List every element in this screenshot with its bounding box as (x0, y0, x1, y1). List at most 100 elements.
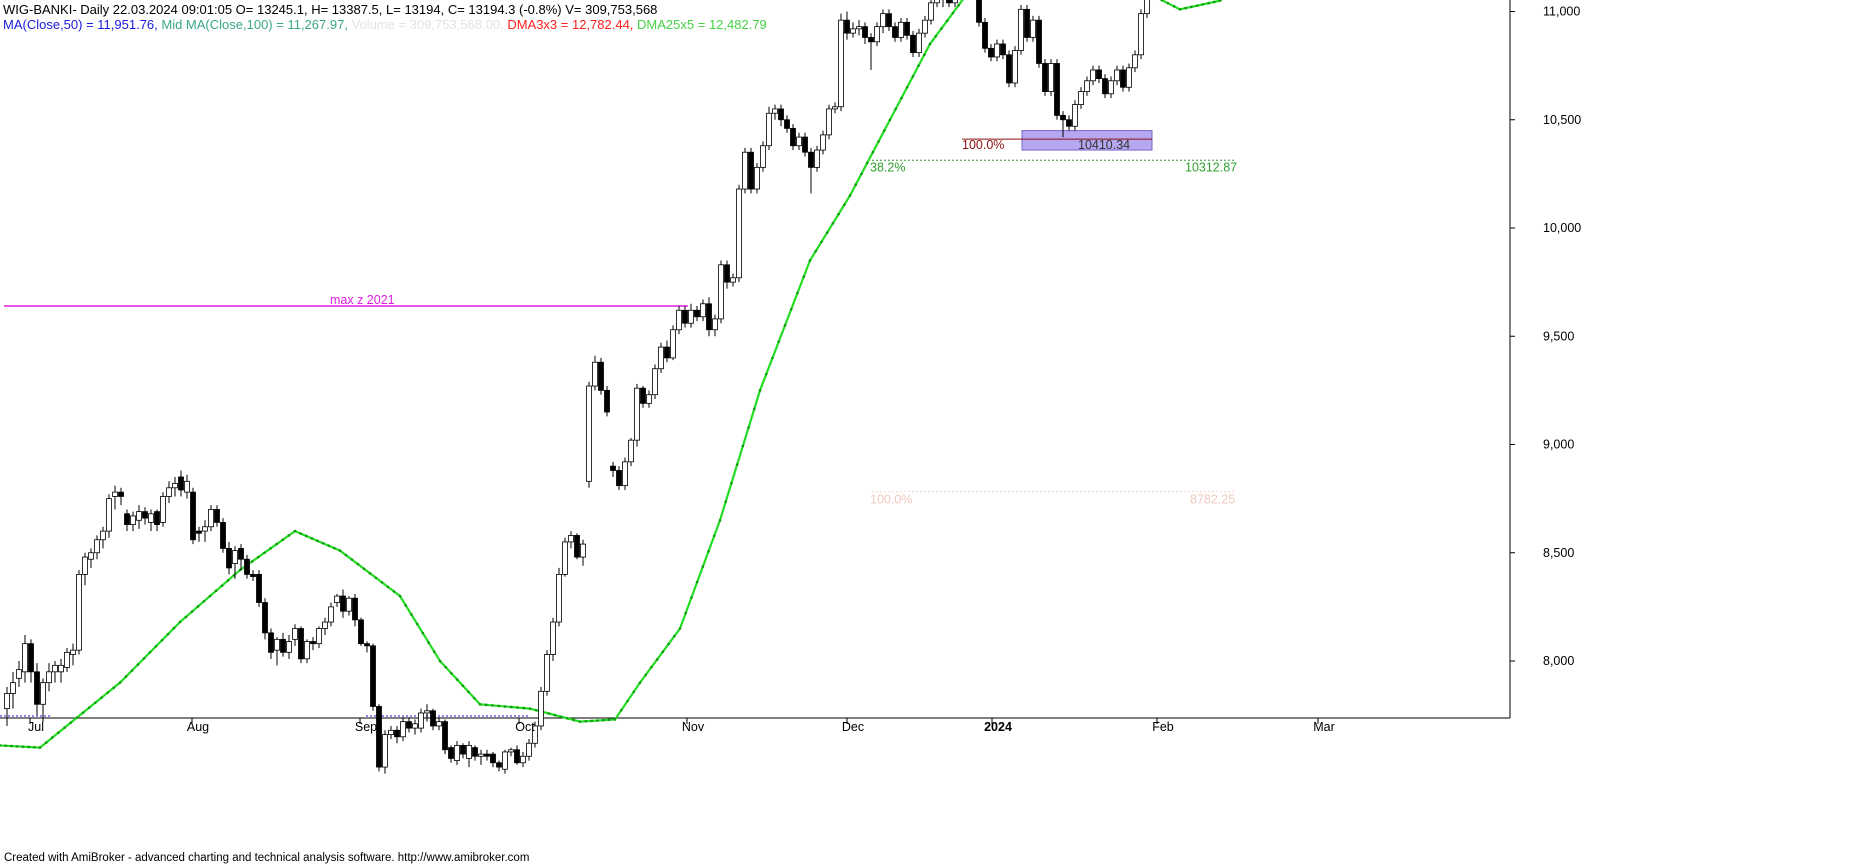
candle-down (154, 511, 160, 526)
x-tick-label: Mar (1313, 720, 1335, 734)
candle-down (226, 548, 232, 569)
dma-dot (602, 718, 605, 722)
legend-dma25x5: DMA25x5 = 12,482.79 (637, 17, 767, 32)
candle-up (538, 690, 544, 727)
candle-down (256, 574, 262, 603)
dma-dot (638, 681, 642, 684)
legend-volume: Volume = 309,753,568.00, (351, 17, 508, 32)
dma-dot (100, 696, 103, 699)
indicator-legend: MA(Close,50) = 11,951.76, Mid MA(Close,1… (3, 17, 767, 32)
dma-dot (4, 744, 8, 748)
dma-dot (344, 553, 348, 557)
dma25x5-polyline (0, 0, 1223, 749)
dma-dot (220, 584, 224, 587)
dma-dot (15, 745, 19, 748)
y-tick-label: 10,000 (1543, 221, 1581, 235)
dma-dot (87, 706, 91, 709)
dma-dot (484, 703, 488, 707)
candlesticks (4, 0, 1150, 774)
dma-dot (287, 534, 291, 537)
candle-up (676, 309, 682, 331)
dma-dot (752, 407, 756, 411)
dma-dot (196, 605, 200, 608)
candle-up (628, 439, 634, 463)
dma-dot (667, 642, 670, 646)
candle-down (1042, 63, 1048, 93)
candle-down (574, 535, 580, 558)
candle-up (160, 496, 166, 523)
candle-up (526, 742, 532, 757)
dma-dot (250, 560, 254, 563)
candle-up (1138, 13, 1144, 56)
fib-label: 10312.87 (1185, 160, 1237, 174)
candle-down (1006, 54, 1012, 84)
amibroker-credit: Created with AmiBroker - advanced charti… (4, 852, 530, 864)
dma-dot (491, 704, 494, 707)
candle-down (448, 747, 454, 759)
candle-up (736, 188, 742, 279)
candle-up (388, 729, 394, 736)
candle-down (262, 602, 268, 634)
dma-dot (130, 669, 134, 672)
x-tick-label: Sep (355, 720, 377, 734)
candle-down (694, 309, 700, 318)
dma-dot (900, 96, 903, 100)
candle-down (406, 721, 412, 729)
candle-down (244, 558, 250, 575)
dma-dot (44, 741, 48, 744)
x-tick-label: 2024 (984, 720, 1012, 734)
candle-down (1066, 119, 1072, 127)
fib-label: 100.0% (962, 138, 1004, 152)
dma-dot (796, 291, 799, 295)
dma-dot (386, 585, 390, 589)
dma-dot (650, 665, 653, 669)
dma-dot (837, 212, 840, 216)
dma-dot (695, 580, 699, 584)
candle-up (772, 108, 778, 114)
chart-title-line: WIG-BANKI- Daily 22.03.2024 09:01:05 O= … (3, 2, 657, 17)
candle-down (190, 491, 196, 541)
candle-up (520, 755, 526, 764)
x-tick-label: Aug (187, 720, 209, 734)
dma-dot (808, 259, 812, 262)
candle-up (1072, 104, 1078, 127)
candle-up (700, 303, 706, 318)
candle-down (808, 151, 814, 168)
candle-up (994, 43, 1000, 58)
candle-down (496, 762, 502, 768)
candle-up (304, 641, 310, 660)
candle-up (322, 621, 328, 629)
candle-down (1054, 63, 1060, 116)
fib-label: 38.2% (870, 160, 905, 174)
candle-up (82, 556, 88, 575)
candle-up (688, 309, 694, 324)
dma-dot (27, 745, 30, 749)
candle-down (778, 108, 784, 121)
candle-up (1078, 91, 1084, 105)
candle-down (220, 522, 226, 549)
dma-dot (166, 632, 170, 636)
candle-down (784, 119, 790, 129)
candle-up (874, 26, 880, 43)
dma-dot (75, 716, 79, 719)
dma-dot (783, 324, 787, 327)
candle-up (52, 664, 58, 673)
dma-dot (764, 372, 768, 376)
dma-dot (310, 537, 314, 540)
dma-dot (392, 590, 396, 593)
candle-down (442, 721, 448, 751)
chart-frame (0, 0, 1511, 719)
dma-dot (655, 658, 659, 661)
candle-up (1030, 19, 1036, 38)
candle-up (544, 654, 550, 692)
dma-dot (917, 64, 920, 67)
candle-up (562, 541, 568, 575)
dma-dot (1218, 0, 1222, 2)
dma-dot (777, 340, 781, 343)
x-tick-label: Dec (842, 720, 864, 734)
candle-up (1048, 63, 1054, 93)
candle-up (502, 751, 508, 770)
dma-dot (825, 231, 829, 234)
dma-dot (566, 717, 569, 720)
